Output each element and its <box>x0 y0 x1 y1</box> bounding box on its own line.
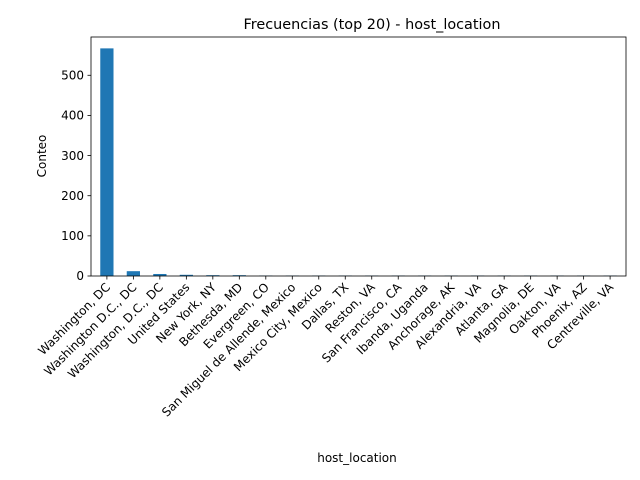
y-tick-label: 500 <box>61 68 84 82</box>
bar <box>100 48 114 276</box>
plot-frame <box>90 36 627 277</box>
y-axis: 0 100 200 300 400 500 <box>61 68 91 283</box>
bar <box>179 274 193 276</box>
bar <box>153 273 167 276</box>
chart-title: Frecuencias (top 20) - host_location <box>244 17 501 33</box>
y-tick-label: 200 <box>61 189 84 203</box>
axes-frame <box>90 36 627 277</box>
y-tick-label: 400 <box>61 109 84 123</box>
bar <box>126 271 140 276</box>
x-axis-label: host_location <box>317 451 397 465</box>
y-tick-label: 300 <box>61 149 84 163</box>
y-tick-label: 0 <box>76 269 84 283</box>
y-tick-label: 100 <box>61 229 84 243</box>
bars-layer <box>100 48 617 276</box>
y-axis-label: Conteo <box>35 135 49 178</box>
